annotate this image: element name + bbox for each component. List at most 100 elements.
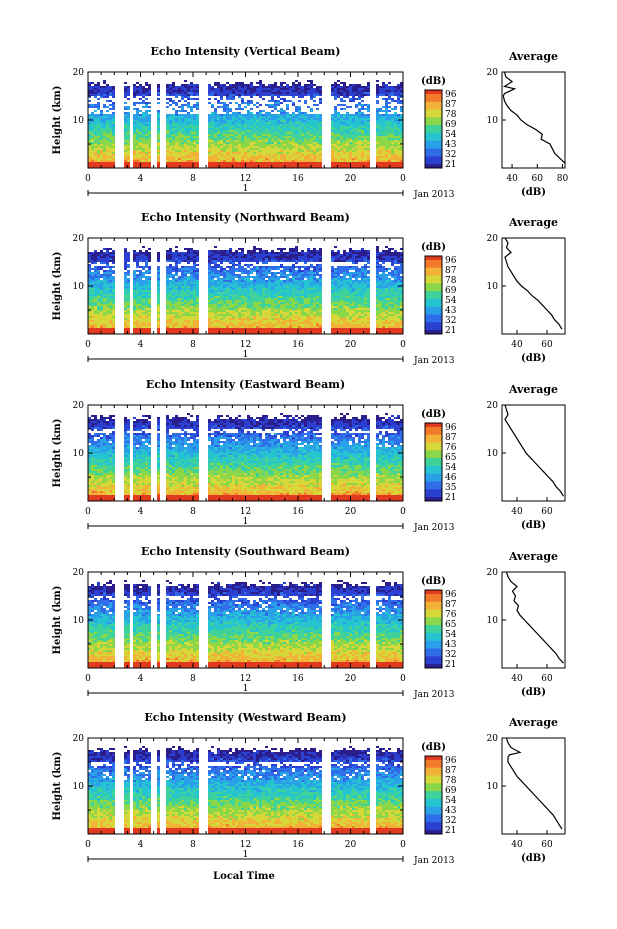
colorbar-tick-label: 54	[445, 296, 457, 306]
average-title: Average	[508, 216, 558, 229]
date-label: Jan 2013	[413, 690, 455, 700]
x-tick-label: 0	[85, 840, 91, 850]
colorbar-tick-label: 69	[445, 786, 457, 796]
colorbar-tick-label: 96	[445, 590, 457, 600]
day-label: 1	[243, 517, 249, 527]
average-y-tick-label: 20	[487, 568, 499, 578]
x-tick-label: 8	[190, 507, 196, 517]
colorbar-tick-label: 78	[445, 276, 457, 286]
panel-title: Echo Intensity (Southward Beam)	[141, 545, 350, 558]
colorbar-tick-label: 54	[445, 130, 457, 140]
y-tick-label: 20	[73, 68, 85, 78]
average-y-tick-label: 20	[487, 734, 499, 744]
colorbar-tick-label: 21	[445, 493, 456, 503]
colorbar-tick-label: 78	[445, 110, 457, 120]
average-x-tick-label: 40	[511, 674, 523, 684]
panel-3: Echo Intensity (Eastward Beam)2010Height…	[52, 378, 565, 533]
x-tick-label: 20	[345, 674, 357, 684]
panel-2: Echo Intensity (Northward Beam)2010Heigh…	[52, 211, 565, 366]
average-x-tick-label: 60	[541, 674, 553, 684]
date-label: Jan 2013	[413, 190, 455, 200]
y-tick-label: 20	[73, 234, 85, 244]
colorbar-unit: (dB)	[421, 409, 446, 420]
panel-title: Echo Intensity (Eastward Beam)	[146, 378, 345, 391]
colorbar-tick-label: 87	[445, 100, 457, 110]
average-y-tick-label: 20	[487, 68, 499, 78]
x-tick-label: 20	[345, 174, 357, 184]
date-label: Jan 2013	[413, 356, 455, 366]
x-tick-label: 8	[190, 340, 196, 350]
panel-5: Echo Intensity (Westward Beam)2010Height…	[52, 711, 565, 866]
average-x-tick-label: 60	[541, 840, 553, 850]
colorbar-tick-label: 78	[445, 776, 457, 786]
y-axis-label: Height (km)	[52, 252, 63, 321]
colorbar-tick-label: 54	[445, 796, 457, 806]
average-y-tick-label: 10	[487, 116, 499, 126]
average-x-tick-label: 40	[506, 174, 518, 184]
average-x-label: (dB)	[521, 353, 546, 364]
average-x-tick-label: 60	[532, 174, 544, 184]
x-tick-label: 4	[138, 507, 144, 517]
colorbar-tick-label: 43	[445, 306, 457, 316]
colorbar-tick-label: 43	[445, 806, 457, 816]
x-tick-label: 20	[345, 840, 357, 850]
colorbar-tick-label: 21	[445, 160, 456, 170]
x-tick-label: 12	[240, 340, 251, 350]
x-tick-label: 8	[190, 174, 196, 184]
y-tick-label: 10	[73, 282, 85, 292]
x-tick-label: 20	[345, 340, 357, 350]
colorbar-tick-label: 32	[445, 150, 456, 160]
day-label: 1	[243, 684, 249, 694]
y-axis-label: Height (km)	[52, 752, 63, 821]
colorbar-tick-label: 32	[445, 816, 456, 826]
figure-canvas: Local Time Echo Intensity (Vertical Beam…	[0, 0, 617, 929]
colorbar-tick-label: 35	[445, 483, 457, 493]
panel-4: Echo Intensity (Southward Beam)2010Heigh…	[52, 545, 565, 700]
x-tick-label: 4	[138, 340, 144, 350]
average-title: Average	[508, 716, 558, 729]
panel-title: Echo Intensity (Westward Beam)	[144, 711, 346, 724]
heatmap-cells	[88, 80, 403, 168]
average-x-tick-label: 40	[511, 507, 523, 517]
average-profile-line	[505, 405, 564, 496]
colorbar-tick-label: 43	[445, 140, 457, 150]
y-tick-label: 10	[73, 449, 85, 459]
colorbar-tick-label: 76	[445, 443, 457, 453]
colorbar-tick-label: 87	[445, 266, 457, 276]
day-label: 1	[243, 350, 249, 360]
x-tick-label: 0	[85, 340, 91, 350]
date-label: Jan 2013	[413, 523, 455, 533]
x-tick-label: 8	[190, 674, 196, 684]
colorbar-tick-label: 54	[445, 630, 457, 640]
colorbar-tick-label: 96	[445, 756, 457, 766]
colorbar-tick-label: 87	[445, 433, 457, 443]
day-label: 1	[243, 850, 249, 860]
colorbar-tick-label: 76	[445, 610, 457, 620]
colorbar-tick-label: 54	[445, 463, 457, 473]
y-axis-label: Height (km)	[52, 586, 63, 655]
x-tick-label: 16	[292, 674, 304, 684]
average-y-tick-label: 20	[487, 234, 499, 244]
average-x-tick-label: 40	[511, 840, 523, 850]
colorbar-tick-label: 96	[445, 256, 457, 266]
x-tick-label: 0	[85, 174, 91, 184]
y-tick-label: 10	[73, 782, 85, 792]
average-title: Average	[508, 50, 558, 63]
colorbar-tick-label: 87	[445, 600, 457, 610]
x-tick-label: 16	[292, 840, 304, 850]
panel-title: Echo Intensity (Vertical Beam)	[150, 45, 340, 58]
average-x-tick-label: 80	[557, 174, 569, 184]
colorbar-tick-label: 32	[445, 650, 456, 660]
x-tick-label: 12	[240, 674, 251, 684]
average-profile-line	[503, 72, 565, 163]
colorbar-tick-label: 96	[445, 423, 457, 433]
colorbar-tick-label: 32	[445, 316, 456, 326]
y-axis-label: Height (km)	[52, 419, 63, 488]
average-title: Average	[508, 550, 558, 563]
colorbar-tick-label: 21	[445, 326, 456, 336]
y-tick-label: 10	[73, 116, 85, 126]
x-tick-label: 12	[240, 174, 251, 184]
x-tick-label: 4	[138, 674, 144, 684]
colorbar-tick-label: 21	[445, 660, 456, 670]
x-tick-label: 4	[138, 174, 144, 184]
